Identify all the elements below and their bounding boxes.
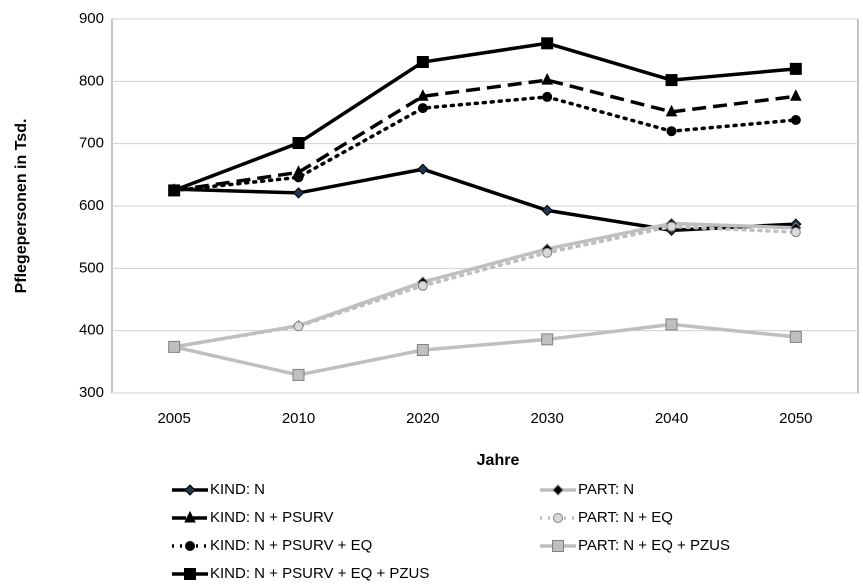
series-line xyxy=(174,167,796,233)
marker xyxy=(416,343,429,356)
marker xyxy=(417,103,428,114)
marker xyxy=(789,62,802,75)
y-tick-label: 800 xyxy=(79,72,104,89)
marker xyxy=(666,126,677,137)
marker xyxy=(665,318,678,331)
marker xyxy=(541,37,554,50)
legend-label: PART: N + EQ + PZUS xyxy=(578,537,730,554)
y-tick-label: 700 xyxy=(79,135,104,152)
legend-label: KIND: N xyxy=(210,481,265,498)
series-line xyxy=(172,224,798,349)
marker xyxy=(293,172,304,183)
marker xyxy=(417,280,428,291)
marker xyxy=(184,484,196,496)
legend-label: PART: N + EQ xyxy=(578,509,673,526)
marker xyxy=(293,321,304,332)
y-tick-label: 600 xyxy=(79,197,104,214)
marker xyxy=(292,187,305,199)
marker xyxy=(168,340,181,353)
y-axis-title: Pflegepersonen in Tsd. xyxy=(13,119,30,294)
marker xyxy=(552,484,564,496)
marker xyxy=(790,227,801,238)
marker xyxy=(185,541,195,551)
x-tick-label: 2020 xyxy=(406,410,439,427)
marker xyxy=(789,330,802,343)
marker xyxy=(665,74,678,87)
marker xyxy=(292,368,305,381)
marker xyxy=(542,91,553,102)
marker xyxy=(790,89,802,101)
x-tick-label: 2040 xyxy=(655,410,688,427)
legend-label: KIND: N + PSURV xyxy=(210,509,334,526)
x-tick-label: 2030 xyxy=(530,410,563,427)
marker xyxy=(542,247,553,258)
y-tick-label: 500 xyxy=(79,259,104,276)
marker xyxy=(184,568,196,580)
y-tick-label: 300 xyxy=(79,384,104,401)
marker xyxy=(416,56,429,69)
marker xyxy=(541,333,554,346)
marker xyxy=(790,114,801,125)
x-tick-label: 2010 xyxy=(282,410,315,427)
legend-label: PART: N xyxy=(578,481,634,498)
series-line xyxy=(173,78,797,193)
legend-label: KIND: N + PSURV + EQ + PZUS xyxy=(210,565,429,582)
x-axis-title: Jahre xyxy=(477,452,520,469)
series-line xyxy=(173,322,797,377)
marker xyxy=(292,137,305,150)
marker xyxy=(417,163,429,175)
series-line xyxy=(173,41,796,193)
y-tick-label: 400 xyxy=(79,322,104,339)
marker xyxy=(184,510,196,523)
marker xyxy=(417,89,429,101)
marker xyxy=(553,513,563,523)
marker xyxy=(541,204,553,217)
marker xyxy=(665,104,678,117)
x-tick-label: 2005 xyxy=(157,410,190,427)
marker xyxy=(541,72,553,85)
series-line xyxy=(172,95,798,193)
marker xyxy=(168,184,181,197)
legend-label: KIND: N + PSURV + EQ xyxy=(210,537,372,554)
marker xyxy=(552,540,564,552)
marker xyxy=(666,221,677,232)
y-tick-label: 900 xyxy=(79,10,104,27)
x-tick-label: 2050 xyxy=(779,410,812,427)
